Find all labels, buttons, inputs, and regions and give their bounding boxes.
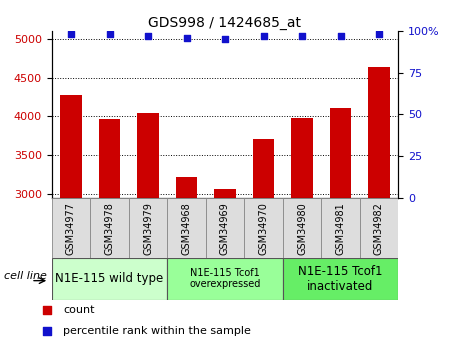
- Bar: [253, 139, 274, 345]
- Title: GDS998 / 1424685_at: GDS998 / 1424685_at: [148, 16, 302, 30]
- Bar: [360, 198, 398, 258]
- Text: GSM34980: GSM34980: [297, 203, 307, 255]
- Point: [298, 33, 306, 39]
- Bar: [330, 108, 351, 345]
- Point: [221, 37, 229, 42]
- Bar: [90, 198, 129, 258]
- Text: GSM34977: GSM34977: [66, 203, 76, 255]
- Bar: [52, 198, 90, 258]
- Point: [106, 32, 113, 37]
- Text: GSM34970: GSM34970: [258, 203, 269, 255]
- Bar: [321, 198, 360, 258]
- Point: [183, 35, 190, 40]
- Point: [144, 33, 152, 39]
- Bar: [60, 95, 81, 345]
- Bar: [206, 198, 244, 258]
- Text: GSM34979: GSM34979: [143, 203, 153, 255]
- Text: percentile rank within the sample: percentile rank within the sample: [63, 326, 251, 336]
- Point: [43, 328, 50, 334]
- Bar: [283, 198, 321, 258]
- Bar: [137, 113, 158, 345]
- Bar: [283, 258, 398, 299]
- Text: N1E-115 Tcof1
overexpressed: N1E-115 Tcof1 overexpressed: [189, 268, 261, 289]
- Bar: [244, 198, 283, 258]
- Bar: [99, 119, 120, 345]
- Bar: [176, 177, 197, 345]
- Bar: [292, 118, 313, 345]
- Point: [43, 307, 50, 313]
- Bar: [369, 67, 390, 345]
- Point: [375, 32, 382, 37]
- Bar: [167, 198, 206, 258]
- Bar: [129, 198, 167, 258]
- Text: GSM34982: GSM34982: [374, 203, 384, 255]
- Bar: [214, 189, 236, 345]
- Text: N1E-115 Tcof1
inactivated: N1E-115 Tcof1 inactivated: [298, 265, 383, 293]
- Text: GSM34969: GSM34969: [220, 203, 230, 255]
- Text: GSM34981: GSM34981: [336, 203, 346, 255]
- Bar: [167, 258, 283, 299]
- Point: [260, 33, 267, 39]
- Point: [68, 32, 75, 37]
- Bar: [52, 258, 167, 299]
- Text: GSM34978: GSM34978: [104, 203, 114, 255]
- Text: cell line: cell line: [4, 272, 47, 282]
- Point: [337, 33, 344, 39]
- Text: N1E-115 wild type: N1E-115 wild type: [55, 272, 164, 285]
- Text: count: count: [63, 305, 94, 315]
- Text: GSM34968: GSM34968: [181, 203, 192, 255]
